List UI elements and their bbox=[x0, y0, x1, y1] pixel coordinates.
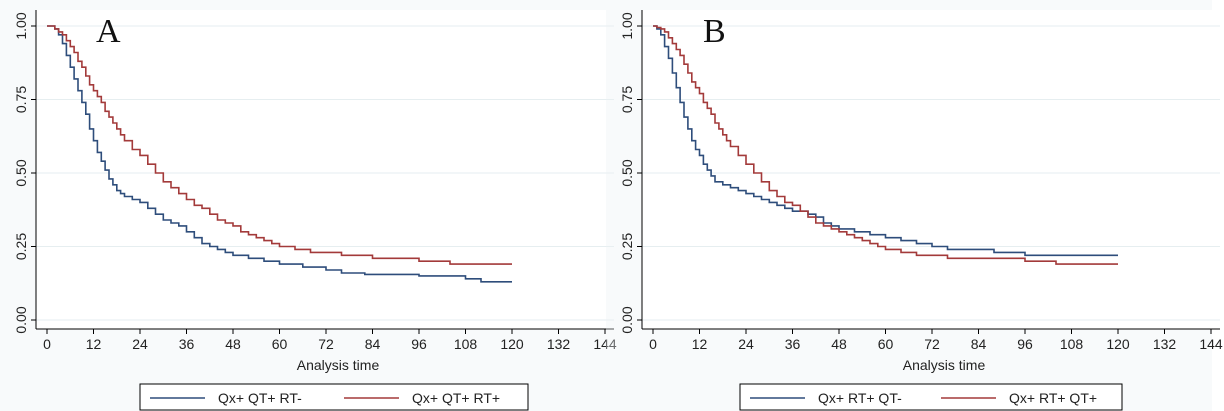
x-tick-label: 36 bbox=[179, 336, 195, 352]
legend-box bbox=[139, 383, 529, 411]
x-tick-label: 96 bbox=[1017, 336, 1033, 352]
plot-area-fill bbox=[642, 10, 1220, 329]
y-tick-label: 1.00 bbox=[13, 12, 29, 39]
plot-area-fill bbox=[36, 10, 614, 329]
y-tick-label: 1.00 bbox=[619, 12, 635, 39]
legend-label-1: Qx+ QT+ RT- bbox=[218, 390, 302, 406]
x-tick-label: 132 bbox=[547, 336, 571, 352]
legend-label-2: Qx+ RT+ QT+ bbox=[1009, 390, 1097, 406]
legend-label-2: Qx+ QT+ RT+ bbox=[412, 390, 500, 406]
chart-panel-b: 0.00 0.25 0.50 0.75 1.00 0 12 24 36 48 60 72 84 96 108… bbox=[606, 0, 1223, 411]
chart-panel-a: 0.00 0.25 0.50 0.75 1.00 0 12 24 36 48 60 72 84 96 108… bbox=[13, 10, 617, 411]
series-line-2 bbox=[653, 25, 1118, 265]
y-tick-label: 0.75 bbox=[13, 86, 29, 113]
x-tick-label: 108 bbox=[1060, 336, 1084, 352]
x-tick-label: 48 bbox=[831, 336, 847, 352]
x-tick-label: 96 bbox=[411, 336, 427, 352]
x-tick-label: 72 bbox=[924, 336, 940, 352]
series-line-1 bbox=[47, 25, 512, 283]
panel-label: A bbox=[96, 13, 121, 50]
legend-box bbox=[739, 383, 1123, 411]
legend-label-1: Qx+ RT+ QT- bbox=[818, 390, 902, 406]
y-tick-label: 0.00 bbox=[13, 306, 29, 333]
x-tick-label: 144 bbox=[593, 336, 617, 352]
x-tick-label: 12 bbox=[86, 336, 102, 352]
x-tick-label: 120 bbox=[1106, 336, 1130, 352]
y-tick-label: 0.50 bbox=[13, 159, 29, 186]
x-tick-label: 132 bbox=[1153, 336, 1177, 352]
x-tick-label: 0 bbox=[43, 336, 51, 352]
x-axis-title: Analysis time bbox=[903, 357, 986, 373]
series-line-1 bbox=[653, 25, 1118, 257]
x-tick-label: 24 bbox=[738, 336, 754, 352]
x-tick-label: 48 bbox=[225, 336, 241, 352]
y-tick-label: 0.25 bbox=[13, 233, 29, 260]
x-tick-label: 0 bbox=[649, 336, 657, 352]
x-axis-title: Analysis time bbox=[297, 357, 380, 373]
x-tick-label: 12 bbox=[692, 336, 708, 352]
x-tick-label: 144 bbox=[1199, 336, 1223, 352]
x-tick-label: 60 bbox=[272, 336, 288, 352]
panel-label: B bbox=[703, 13, 726, 50]
y-tick-label: 0.25 bbox=[619, 233, 635, 260]
series-line-2 bbox=[47, 25, 512, 265]
x-tick-label: 120 bbox=[500, 336, 524, 352]
x-tick-label: 72 bbox=[318, 336, 334, 352]
x-tick-label: 36 bbox=[785, 336, 801, 352]
x-tick-label: 84 bbox=[971, 336, 987, 352]
x-tick-label: 24 bbox=[132, 336, 148, 352]
y-tick-label: 0.50 bbox=[619, 159, 635, 186]
x-tick-label: 60 bbox=[878, 336, 894, 352]
x-tick-label: 108 bbox=[454, 336, 478, 352]
x-tick-label: 84 bbox=[365, 336, 381, 352]
y-tick-label: 0.00 bbox=[619, 306, 635, 333]
y-tick-label: 0.75 bbox=[619, 86, 635, 113]
